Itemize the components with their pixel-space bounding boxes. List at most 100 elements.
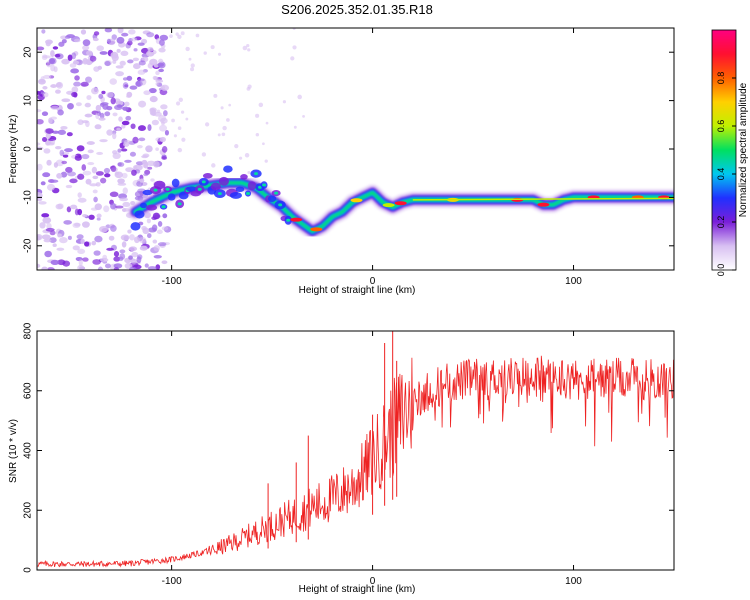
spectrogram-noise-blob xyxy=(98,117,106,121)
snr-series-line xyxy=(37,355,674,568)
spectrogram-noise-blob xyxy=(85,178,92,185)
spectrogram-speckle xyxy=(181,137,186,142)
spectrogram-noise-blob xyxy=(143,173,149,177)
spectrogram-noise-blob xyxy=(122,106,129,111)
spectrogram-noise-blob xyxy=(96,151,104,156)
snr-ticks: -100 0 100 0 200 400 600 800 xyxy=(23,322,674,587)
spectrogram-noise-blob xyxy=(139,178,145,183)
spectrogram-y-tick-label: -10 xyxy=(23,190,34,205)
spectrogram-noise-blob xyxy=(109,191,119,198)
spectrogram-noise-blob xyxy=(52,243,57,247)
spectrogram-speckle xyxy=(155,147,159,152)
spectrogram-noise-blob xyxy=(98,93,104,99)
spectrogram-ridge-blob xyxy=(186,186,198,192)
spectrogram-noise-blob xyxy=(148,87,157,94)
spectrogram-speckle xyxy=(180,110,185,114)
spectrogram-noise-blob xyxy=(157,220,163,227)
spectrogram-noise-blob xyxy=(72,245,80,251)
spectrogram-noise-blob xyxy=(77,248,86,254)
spectrogram-noise-blob xyxy=(137,78,145,82)
spectrogram-noise-blob xyxy=(104,111,111,117)
colorbar-label: Normalized spectral amplitude xyxy=(738,82,749,217)
snr-x-tick-label: 0 xyxy=(370,576,376,587)
spectrogram-noise-blob xyxy=(92,37,99,42)
spectrogram-noise-blob xyxy=(95,112,100,120)
spectrogram-speckle xyxy=(178,97,184,102)
spectrogram-speckle xyxy=(188,57,192,61)
spectrogram-noise-blob xyxy=(85,50,93,56)
spectrogram-noise-blob xyxy=(93,31,100,36)
spectrogram-noise-blob xyxy=(39,222,46,229)
spectrogram-noise-blob xyxy=(73,38,81,43)
spectrogram-noise-blob xyxy=(82,45,90,51)
spectrogram-noise-blob xyxy=(84,113,93,118)
spectrogram-speckle xyxy=(258,102,264,108)
spectrogram-hotspot xyxy=(382,203,395,208)
spectrogram-noise-blob xyxy=(116,36,125,44)
spectrogram-y-tick-label: 20 xyxy=(23,46,34,58)
spectrogram-speckle xyxy=(204,122,210,127)
spectrogram-noise-blob xyxy=(55,146,62,150)
spectrogram-noise-blob xyxy=(96,45,104,52)
spectrogram-ridge-blob xyxy=(235,186,245,193)
spectrogram-noise-blob xyxy=(157,242,167,247)
spectrogram-noise-blob xyxy=(106,106,113,111)
colorbar: 0.0 0.2 0.4 0.6 0.8 Normalized spectral ampl… xyxy=(711,29,749,276)
spectrogram-ridge-core xyxy=(201,180,206,184)
spectrogram-noise-blob xyxy=(78,259,83,266)
spectrogram-noise-blob xyxy=(147,233,152,239)
spectrogram-speckle xyxy=(246,43,250,48)
spectrogram-noise-blob xyxy=(46,183,56,191)
spectrogram-speckle xyxy=(169,34,173,38)
spectrogram-noise-blob xyxy=(137,69,146,75)
spectrogram-noise-blob xyxy=(124,262,133,269)
spectrogram-speckle xyxy=(153,76,159,81)
spectrogram-noise-blob xyxy=(101,90,106,95)
spectrogram-x-tick-label: 0 xyxy=(370,276,376,287)
spectrogram-speckle xyxy=(282,100,287,104)
snr-x-tick-label: -100 xyxy=(162,576,182,587)
spectrogram-noise-blob xyxy=(131,169,137,176)
spectrogram-noise-blob xyxy=(117,28,124,34)
spectrogram-noise-blob xyxy=(60,125,68,130)
chart-title: S206.2025.352.01.35.R18 xyxy=(281,2,433,17)
spectrogram-noise-blob xyxy=(147,266,157,270)
spectrogram-noise-blob xyxy=(37,197,43,202)
spectrogram-noise-blob xyxy=(86,95,92,101)
spectrogram-noise-blob xyxy=(84,102,91,108)
spectrogram-noise-blob xyxy=(121,208,127,213)
spectrogram-speckle xyxy=(247,48,251,52)
spectrogram-speckle xyxy=(217,52,222,56)
spectrogram-noise-blob xyxy=(152,212,161,220)
spectrogram-noise-blob xyxy=(113,267,120,270)
spectrogram-noise-blob xyxy=(128,246,138,252)
spectrogram-noise-blob xyxy=(130,259,138,264)
spectrogram-noise-blob xyxy=(63,220,72,225)
spectrogram-ridge-blob xyxy=(229,191,242,199)
spectrogram-noise-blob xyxy=(93,250,101,256)
snr-y-tick-label: 600 xyxy=(23,382,34,399)
spectrogram-noise-blob xyxy=(147,124,152,131)
spectrogram-hotspot xyxy=(310,227,323,232)
spectrogram-noise-blob xyxy=(108,235,115,241)
spectrogram-noise-blob xyxy=(111,54,119,62)
spectrogram-noise-blob xyxy=(43,148,51,154)
spectrogram-noise-blob xyxy=(112,152,121,160)
spectrogram-speckle xyxy=(175,32,179,36)
spectrogram-ridge-blob xyxy=(247,181,257,191)
spectrogram-ridge-core xyxy=(217,192,222,196)
spectrogram-ridge-core xyxy=(286,218,291,222)
spectrogram-noise-blob xyxy=(43,74,52,79)
spectrogram-noise-blob xyxy=(72,222,81,228)
spectrogram-noise-blob xyxy=(121,172,128,179)
spectrogram-noise-blob xyxy=(122,77,128,81)
spectrogram-noise-blob xyxy=(115,205,124,209)
spectrogram-noise-blob xyxy=(138,100,147,108)
spectrogram-noise-blob xyxy=(58,41,65,47)
spectrogram-noise-blob xyxy=(65,184,73,189)
spectrogram-noise-blob xyxy=(116,104,123,108)
spectrogram-ridge-blob xyxy=(146,204,158,211)
spectrogram-speckle xyxy=(190,67,195,72)
spectrogram-noise-blob xyxy=(129,151,136,157)
